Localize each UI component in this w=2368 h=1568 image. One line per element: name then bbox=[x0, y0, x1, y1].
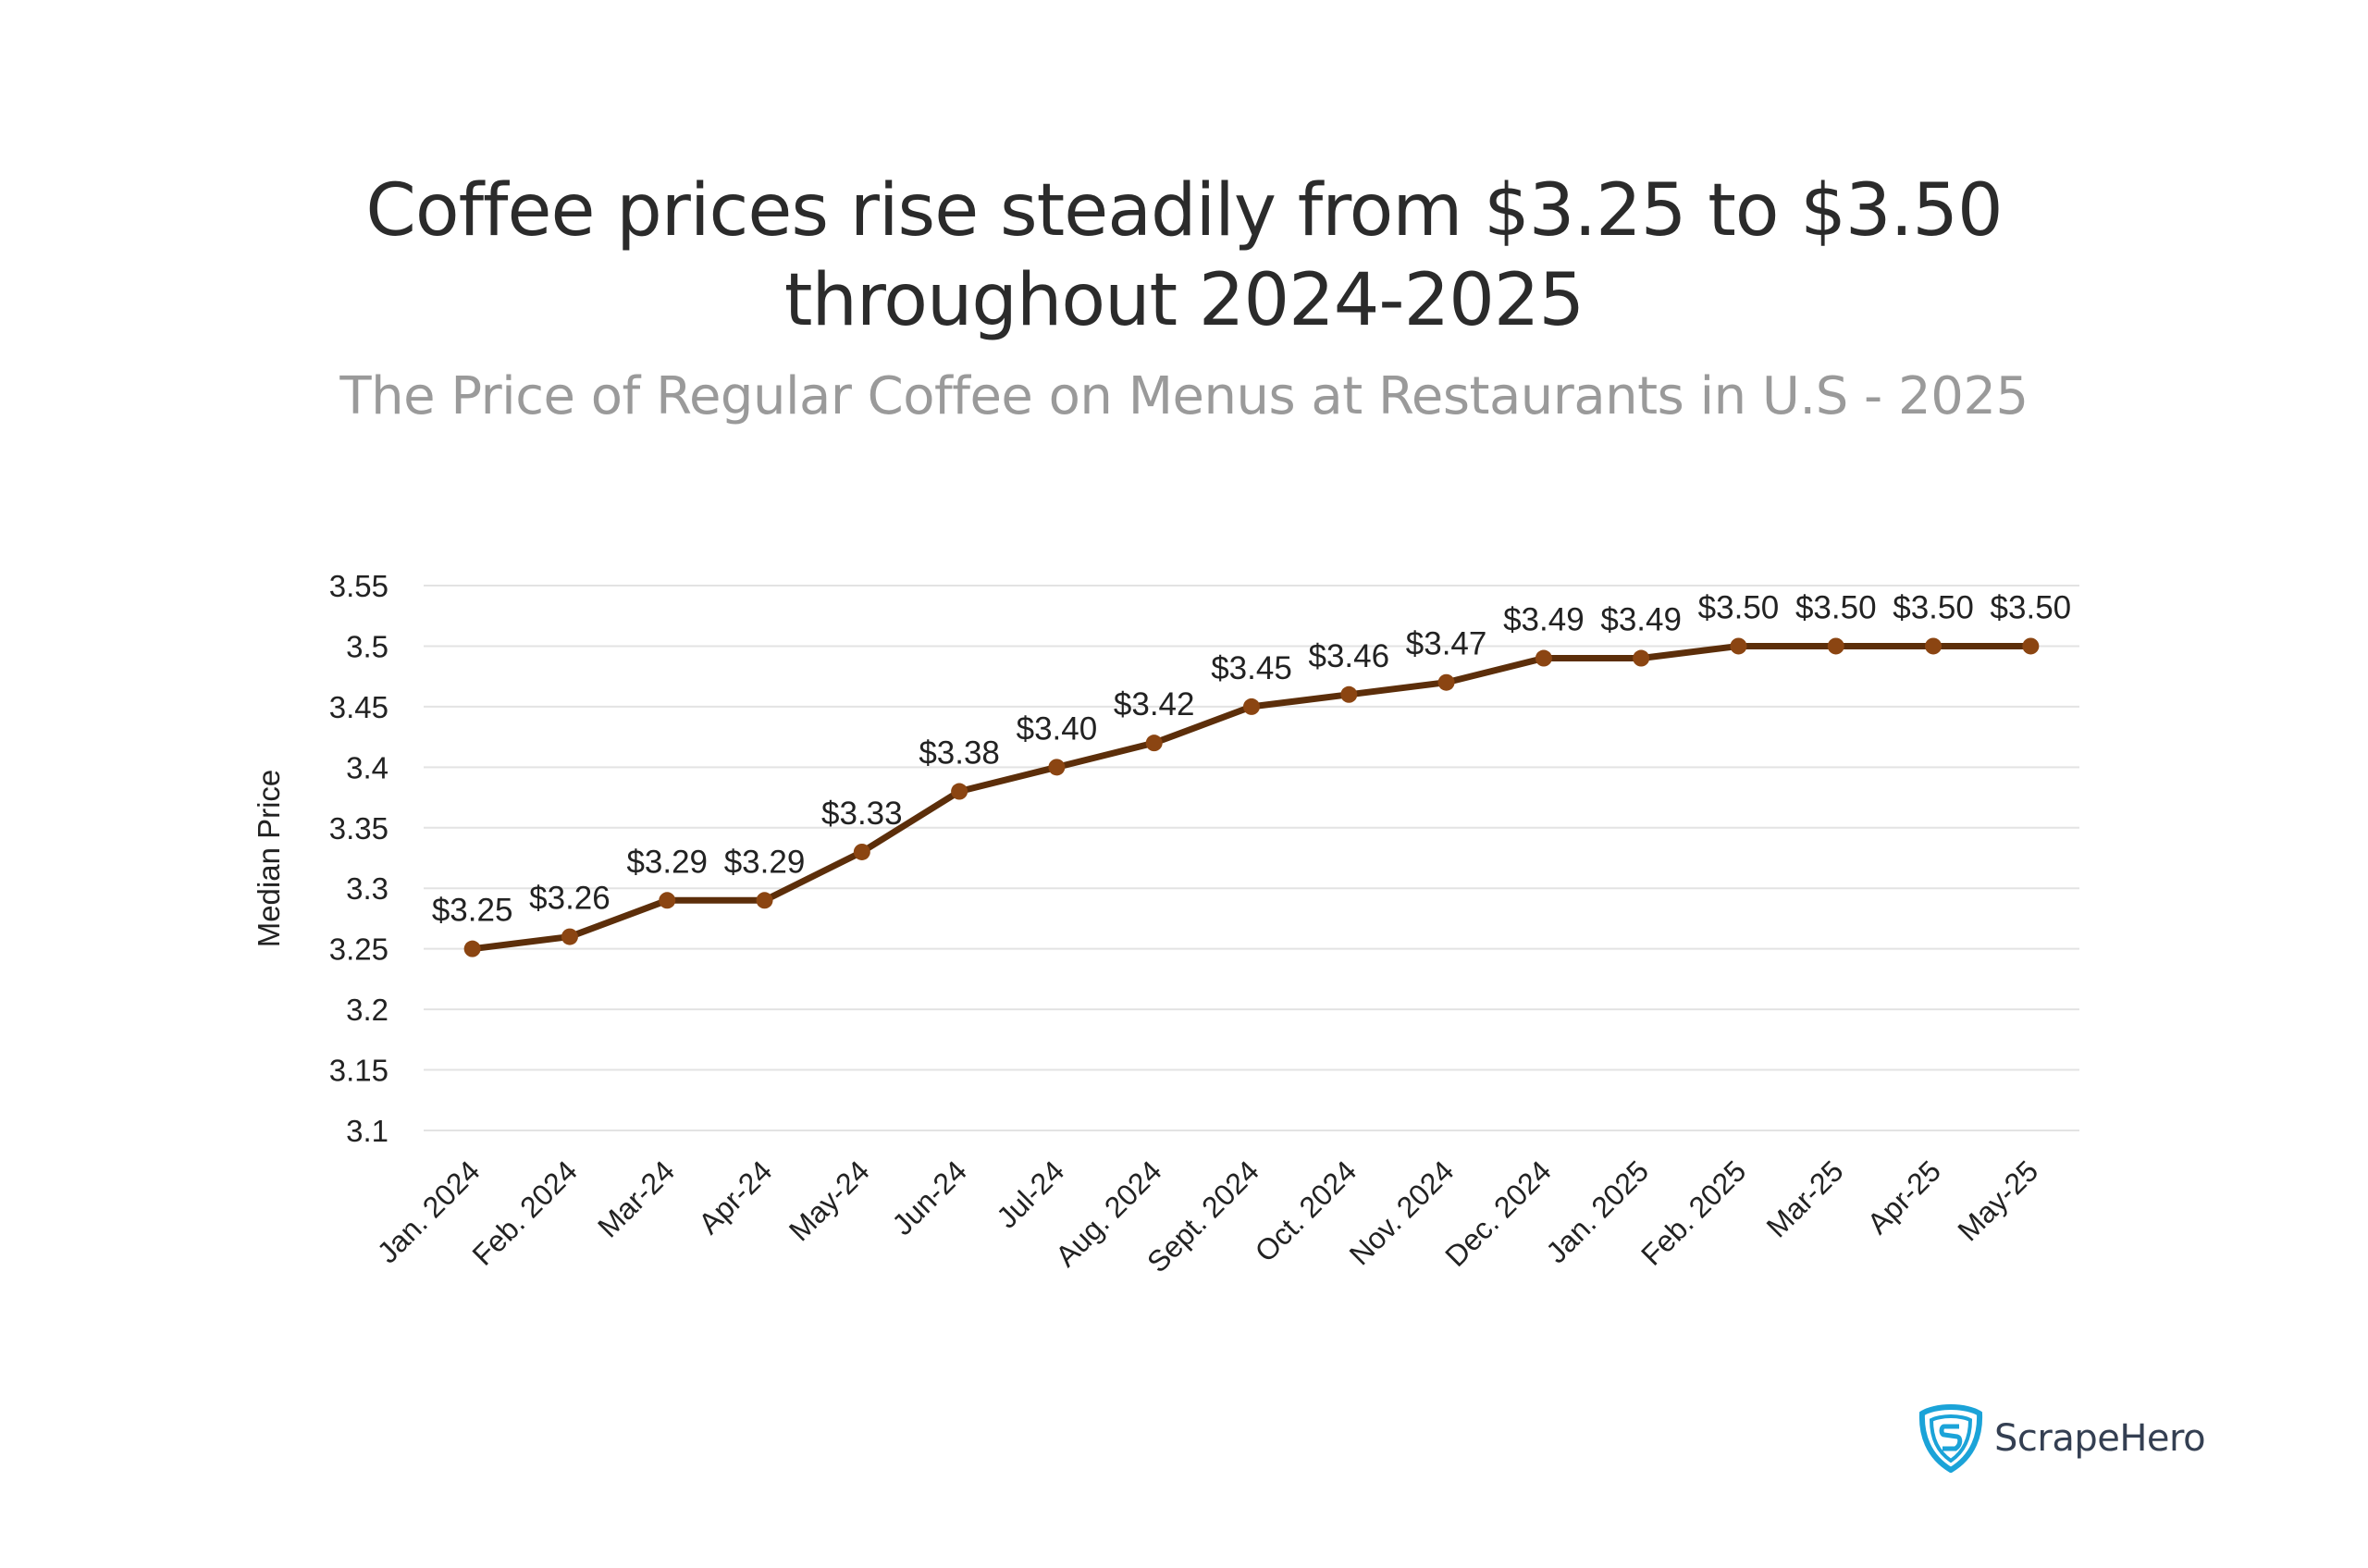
chart-title: Coffee prices rise steadily from $3.25 t… bbox=[0, 167, 2368, 346]
data-point bbox=[2022, 637, 2040, 655]
y-tick-label: 3.35 bbox=[329, 811, 388, 846]
y-tick-label: 3.2 bbox=[346, 993, 388, 1027]
x-tick-label: Mar-25 bbox=[1760, 1154, 1850, 1243]
chart-subtitle: The Price of Regular Coffee on Menus at … bbox=[339, 366, 2029, 426]
series-median-price bbox=[463, 637, 2040, 957]
x-tick-label: Feb. 2025 bbox=[1634, 1154, 1752, 1271]
data-labels: $3.25 $3.26 $3.29 $3.29 $3.33 $3.38 $3.40 $3.42… bbox=[432, 589, 2071, 928]
y-tick-label: 3.1 bbox=[346, 1114, 388, 1148]
y-tick-label: 3.5 bbox=[346, 629, 388, 663]
data-label: $3.29 bbox=[626, 844, 708, 880]
data-label: $3.50 bbox=[1893, 589, 1974, 625]
gridlines bbox=[424, 585, 2079, 1131]
brand-name: ScrapeHero bbox=[1994, 1417, 2206, 1460]
data-point bbox=[1827, 637, 1844, 655]
shield-logo-icon bbox=[1918, 1404, 1983, 1473]
data-label: $3.42 bbox=[1114, 686, 1195, 722]
data-point bbox=[1437, 673, 1455, 691]
x-tick-label: May-24 bbox=[783, 1154, 876, 1247]
y-tick-label: 3.15 bbox=[329, 1054, 388, 1088]
data-point bbox=[853, 843, 870, 860]
y-tick-label: 3.45 bbox=[329, 690, 388, 724]
scrapehero-logo: ScrapeHero bbox=[1918, 1404, 2206, 1473]
y-tick-label: 3.25 bbox=[329, 932, 388, 967]
x-tick-label: Mar-24 bbox=[591, 1154, 681, 1243]
data-label: $3.40 bbox=[1017, 710, 1098, 747]
data-label: $3.25 bbox=[432, 893, 513, 929]
data-point bbox=[951, 783, 968, 800]
data-label: $3.38 bbox=[919, 735, 1000, 772]
data-point bbox=[1633, 649, 1650, 667]
data-point bbox=[1535, 649, 1552, 667]
y-tick-label: 3.3 bbox=[346, 871, 388, 906]
data-point bbox=[1048, 759, 1066, 776]
chart-title-line-2: throughout 2024-2025 bbox=[783, 259, 1585, 342]
data-label: $3.26 bbox=[529, 881, 610, 917]
data-point bbox=[1925, 637, 1942, 655]
data-label: $3.33 bbox=[821, 796, 903, 832]
data-point bbox=[1730, 637, 1747, 655]
x-tick-label: Feb. 2024 bbox=[466, 1154, 584, 1271]
data-point bbox=[1145, 735, 1163, 752]
x-tick-label: Jun-24 bbox=[885, 1154, 973, 1241]
data-point bbox=[1340, 685, 1358, 703]
data-point bbox=[659, 892, 676, 909]
x-tick-label: Apr-24 bbox=[692, 1154, 778, 1240]
y-axis-title: Median Price bbox=[252, 770, 286, 948]
data-point bbox=[463, 940, 481, 957]
data-label: $3.45 bbox=[1211, 650, 1292, 686]
data-point bbox=[756, 892, 773, 909]
y-axis-tick-labels: 3.55 3.5 3.45 3.4 3.35 3.3 3.25 3.2 3.15 3.1 bbox=[329, 569, 388, 1148]
data-label: $3.50 bbox=[1795, 589, 1877, 625]
data-label: $3.49 bbox=[1503, 602, 1585, 638]
data-label: $3.50 bbox=[1698, 589, 1780, 625]
data-label: $3.46 bbox=[1308, 638, 1389, 674]
series-line bbox=[472, 642, 2031, 953]
data-point bbox=[561, 928, 578, 945]
x-tick-label: Jul-24 bbox=[990, 1154, 1070, 1234]
data-label: $3.50 bbox=[1991, 589, 2072, 625]
data-point bbox=[1243, 698, 1260, 715]
x-tick-label: Dec. 2024 bbox=[1438, 1154, 1558, 1273]
chart-title-line-1: Coffee prices rise steadily from $3.25 t… bbox=[365, 169, 2003, 253]
y-tick-label: 3.55 bbox=[329, 569, 388, 603]
data-label: $3.47 bbox=[1406, 626, 1487, 662]
data-label: $3.49 bbox=[1600, 602, 1682, 638]
data-label: $3.29 bbox=[724, 844, 806, 880]
y-tick-label: 3.4 bbox=[346, 750, 388, 784]
x-tick-label: Apr-25 bbox=[1861, 1154, 1947, 1240]
x-tick-label: May-25 bbox=[1951, 1154, 2044, 1247]
